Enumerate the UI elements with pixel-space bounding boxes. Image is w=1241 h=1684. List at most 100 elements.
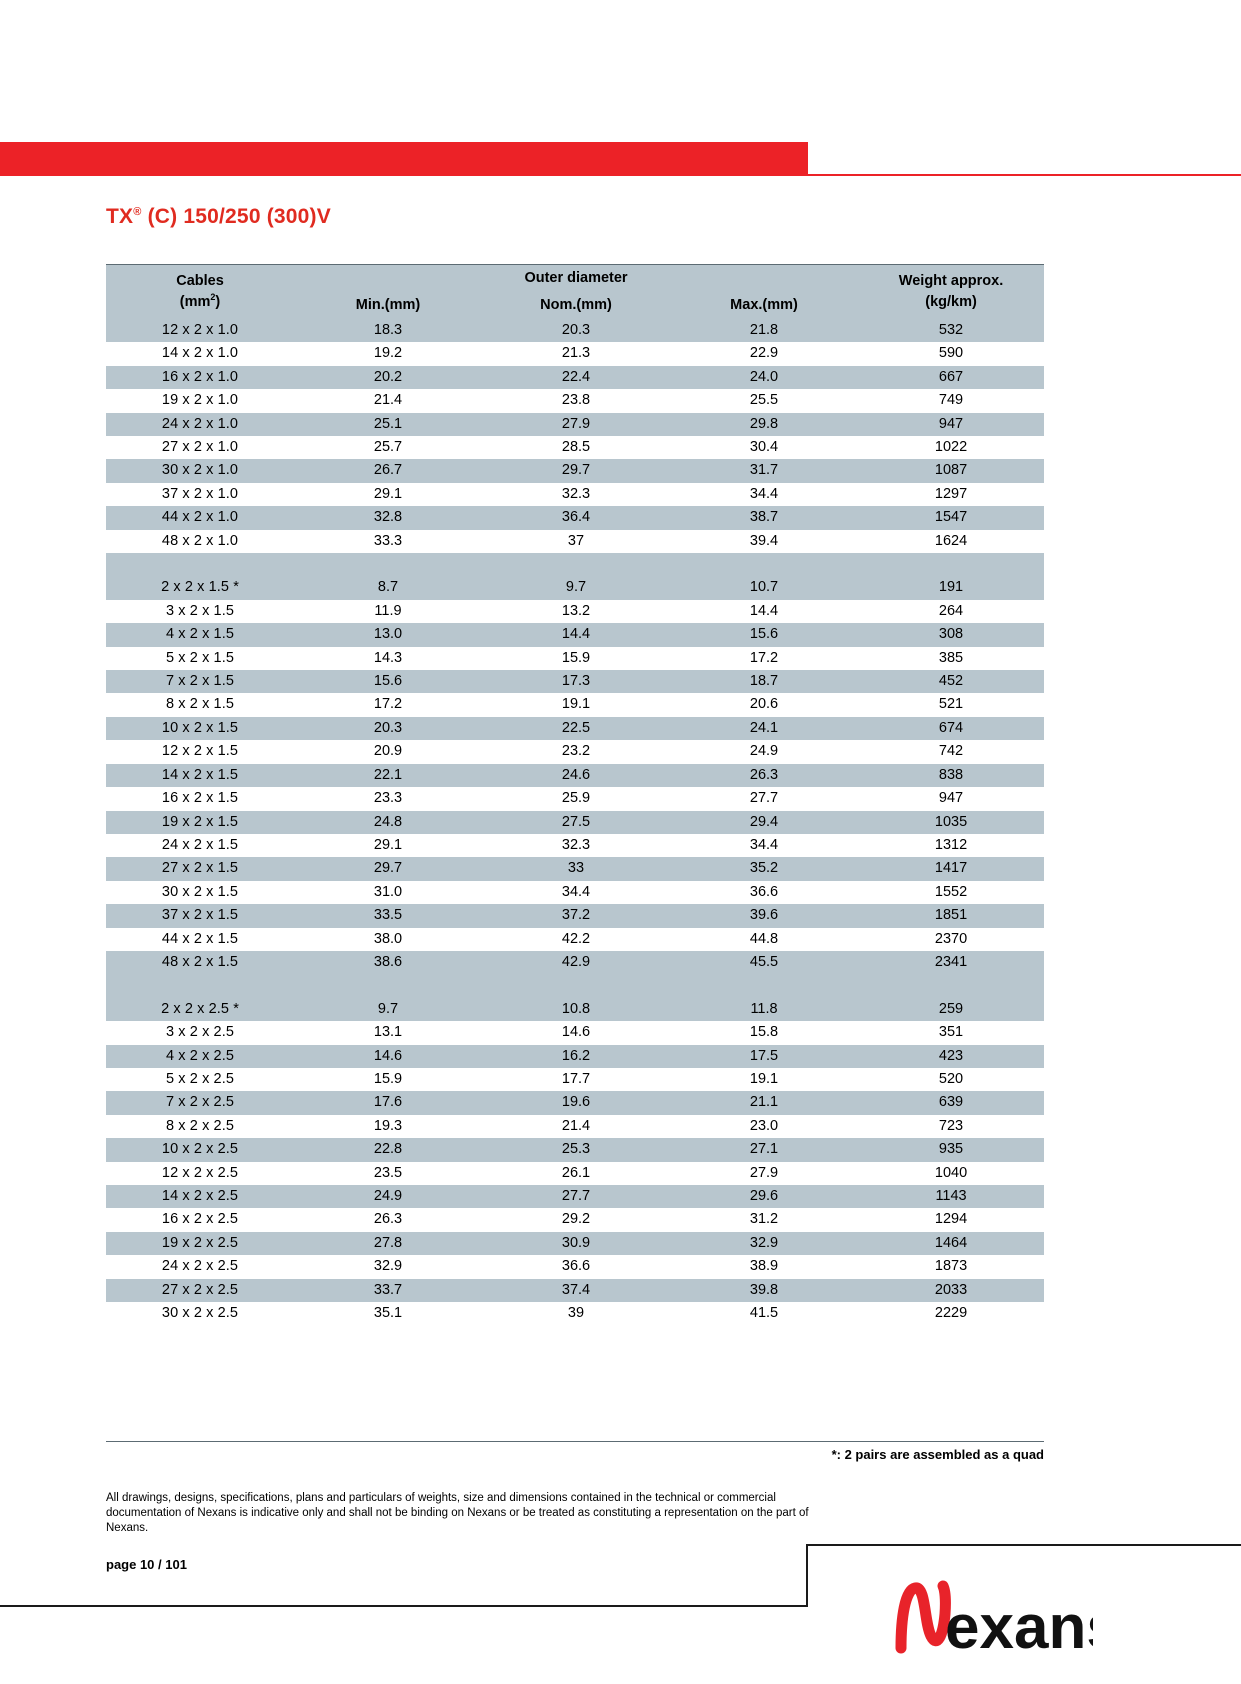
table-row: 19 x 2 x 1.0 21.4 23.8 25.5 749 (106, 389, 1045, 413)
cell-cable: 30 x 2 x 1.0 (106, 459, 294, 483)
cell-min-diameter: 31.0 (294, 880, 482, 905)
cell-nom-diameter: 21.3 (482, 342, 670, 366)
table-row: 2 x 2 x 2.5 * 9.7 10.8 11.8 259 (106, 997, 1045, 1022)
cell-max-diameter: 31.2 (670, 1208, 859, 1232)
cell-cable: 12 x 2 x 2.5 (106, 1161, 294, 1185)
cell-cable: 7 x 2 x 1.5 (106, 670, 294, 694)
cell-cable: 10 x 2 x 2.5 (106, 1138, 294, 1162)
cell-nom-diameter: 13.2 (482, 599, 670, 624)
cell-nom-diameter: 27.9 (482, 412, 670, 437)
table-row: 24 x 2 x 1.0 25.1 27.9 29.8 947 (106, 412, 1045, 437)
cell-cable: 37 x 2 x 1.5 (106, 904, 294, 928)
cell-nom-diameter: 20.3 (482, 319, 670, 343)
cell-min-diameter: 23.5 (294, 1161, 482, 1185)
cell-weight: 2229 (858, 1302, 1045, 1326)
footer-step-rule (0, 1544, 1241, 1607)
registered-mark-icon: ® (133, 206, 142, 218)
table-row: 12 x 2 x 1.0 18.3 20.3 21.8 532 (106, 319, 1045, 343)
cell-nom-diameter: 30.9 (482, 1231, 670, 1256)
table-row: 16 x 2 x 1.0 20.2 22.4 24.0 667 (106, 365, 1045, 390)
header-red-band (0, 142, 808, 176)
cell-cable: 5 x 2 x 2.5 (106, 1067, 294, 1092)
cell-cable: 30 x 2 x 1.5 (106, 880, 294, 905)
table-group-separator-row (106, 553, 1045, 577)
cell-nom-diameter: 34.4 (482, 880, 670, 905)
cell-min-diameter: 29.1 (294, 833, 482, 858)
nexans-logo-text: exans (945, 1593, 1093, 1656)
table-row: 14 x 2 x 1.0 19.2 21.3 22.9 590 (106, 342, 1045, 366)
cell-max-diameter: 11.8 (670, 997, 859, 1022)
cell-cable: 12 x 2 x 1.5 (106, 740, 294, 764)
cell-nom-diameter: 42.9 (482, 950, 670, 975)
cell-max-diameter: 30.4 (670, 436, 859, 460)
cell-min-diameter: 26.7 (294, 459, 482, 483)
cell-min-diameter: 15.6 (294, 670, 482, 694)
cell-max-diameter: 24.9 (670, 740, 859, 764)
table-row: 24 x 2 x 2.5 32.9 36.6 38.9 1873 (106, 1255, 1045, 1279)
cell-weight: 520 (858, 1067, 1045, 1092)
cell-cable: 2 x 2 x 2.5 * (106, 997, 294, 1022)
cell-nom-diameter: 17.3 (482, 670, 670, 694)
cell-cable: 19 x 2 x 1.5 (106, 810, 294, 834)
page-title-prefix: TX (106, 205, 134, 228)
cell-cable: 14 x 2 x 1.5 (106, 763, 294, 788)
table-header-row-1: Cables (mm2) Outer diameter Weight appro… (106, 265, 1045, 319)
table-footnote: *: 2 pairs are assembled as a quad (831, 1447, 1044, 1462)
cell-cable: 8 x 2 x 2.5 (106, 1114, 294, 1139)
cell-weight: 1851 (858, 904, 1045, 928)
table-row: 8 x 2 x 2.5 19.3 21.4 23.0 723 (106, 1114, 1045, 1139)
cell-max-diameter: 36.6 (670, 880, 859, 905)
cell-max-diameter: 34.4 (670, 833, 859, 858)
cell-min-diameter: 24.9 (294, 1185, 482, 1209)
cell-min-diameter: 38.6 (294, 950, 482, 975)
table-row: 30 x 2 x 1.0 26.7 29.7 31.7 1087 (106, 459, 1045, 483)
cell-weight: 2370 (858, 927, 1045, 951)
cell-weight: 1624 (858, 529, 1045, 554)
cell-min-diameter: 17.6 (294, 1091, 482, 1115)
cell-max-diameter: 25.5 (670, 389, 859, 413)
cell-cable: 8 x 2 x 1.5 (106, 693, 294, 717)
cell-min-diameter: 15.9 (294, 1067, 482, 1092)
cell-max-diameter: 39.4 (670, 529, 859, 554)
cell-max-diameter: 22.9 (670, 342, 859, 366)
cell-weight: 452 (858, 670, 1045, 694)
cell-nom-diameter: 19.1 (482, 693, 670, 717)
cell-max-diameter: 38.9 (670, 1255, 859, 1279)
table-row: 19 x 2 x 1.5 24.8 27.5 29.4 1035 (106, 810, 1045, 834)
cell-nom-diameter: 23.8 (482, 389, 670, 413)
table-row: 30 x 2 x 1.5 31.0 34.4 36.6 1552 (106, 880, 1045, 905)
cell-min-diameter: 33.7 (294, 1278, 482, 1303)
cell-cable: 5 x 2 x 1.5 (106, 646, 294, 671)
cell-weight: 1417 (858, 857, 1045, 881)
cell-nom-diameter: 25.9 (482, 787, 670, 811)
table-row: 27 x 2 x 1.0 25.7 28.5 30.4 1022 (106, 436, 1045, 460)
cell-max-diameter: 29.6 (670, 1185, 859, 1209)
cell-nom-diameter: 22.4 (482, 365, 670, 390)
table-row: 7 x 2 x 1.5 15.6 17.3 18.7 452 (106, 670, 1045, 694)
cell-max-diameter: 29.8 (670, 412, 859, 437)
cell-cable: 24 x 2 x 1.5 (106, 833, 294, 858)
table-row: 37 x 2 x 1.5 33.5 37.2 39.6 1851 (106, 904, 1045, 928)
cell-max-diameter: 27.1 (670, 1138, 859, 1162)
cell-max-diameter: 29.4 (670, 810, 859, 834)
cell-weight: 723 (858, 1114, 1045, 1139)
cell-weight: 423 (858, 1044, 1045, 1068)
cell-weight: 532 (858, 319, 1045, 343)
cell-weight: 259 (858, 997, 1045, 1022)
cell-weight: 590 (858, 342, 1045, 366)
column-header-cables-line1: Cables (176, 272, 224, 289)
cell-min-diameter: 33.5 (294, 904, 482, 928)
cell-weight: 2033 (858, 1278, 1045, 1303)
cell-nom-diameter: 22.5 (482, 716, 670, 741)
table-row: 7 x 2 x 2.5 17.6 19.6 21.1 639 (106, 1091, 1045, 1115)
cell-cable: 37 x 2 x 1.0 (106, 482, 294, 507)
cell-nom-diameter: 36.4 (482, 506, 670, 530)
cell-nom-diameter: 16.2 (482, 1044, 670, 1068)
cell-min-diameter: 20.2 (294, 365, 482, 390)
table-row: 10 x 2 x 1.5 20.3 22.5 24.1 674 (106, 716, 1045, 741)
table-group-separator-cell (106, 553, 1045, 577)
cell-nom-diameter: 32.3 (482, 833, 670, 858)
table-row: 5 x 2 x 2.5 15.9 17.7 19.1 520 (106, 1067, 1045, 1092)
table-row: 44 x 2 x 1.0 32.8 36.4 38.7 1547 (106, 506, 1045, 530)
cell-cable: 27 x 2 x 2.5 (106, 1278, 294, 1303)
